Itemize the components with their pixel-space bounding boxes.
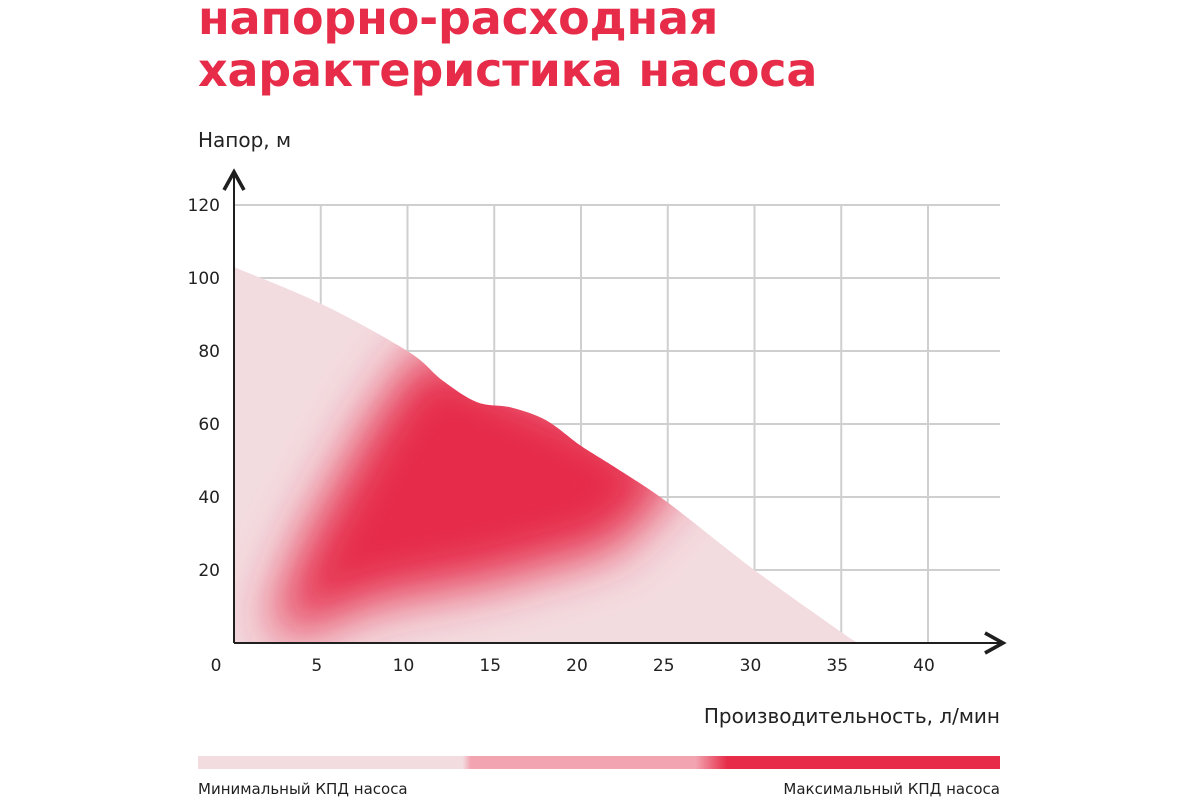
x-tick-label-40: 40 xyxy=(913,656,935,676)
y-tick-label-120: 120 xyxy=(188,196,220,216)
origin-label: 0 xyxy=(211,656,222,676)
x-tick-label-20: 20 xyxy=(566,656,588,676)
efficiency-legend-bar xyxy=(198,756,1000,769)
x-tick-label-35: 35 xyxy=(826,656,848,676)
axes xyxy=(222,168,1007,655)
legend-min-efficiency-label: Минимальный КПД насоса xyxy=(198,780,408,798)
x-tick-label-5: 5 xyxy=(311,656,322,676)
chart-title-line1: напорно-расходная xyxy=(198,0,719,45)
x-tick-label-30: 30 xyxy=(740,656,762,676)
y-tick-label-60: 60 xyxy=(198,415,220,435)
efficiency-area xyxy=(234,267,859,643)
x-tick-label-15: 15 xyxy=(479,656,501,676)
y-axis-title: Напор, м xyxy=(198,128,291,152)
y-tick-label-40: 40 xyxy=(198,488,220,508)
x-axis-title: Производительность, л/мин xyxy=(704,704,1000,728)
grid-lines xyxy=(234,204,1000,643)
chart-title: напорно-расходная характеристика насоса xyxy=(198,0,817,96)
tick-labels: 20 40 60 80 100 120 5 10 15 20 25 30 35 40 0 xyxy=(188,196,935,676)
x-tick-label-25: 25 xyxy=(653,656,675,676)
y-tick-label-100: 100 xyxy=(188,269,220,289)
y-tick-label-80: 80 xyxy=(198,342,220,362)
chart-title-line2: характеристика насоса xyxy=(198,43,818,97)
y-tick-label-20: 20 xyxy=(198,561,220,581)
x-tick-label-10: 10 xyxy=(393,656,415,676)
legend-max-efficiency-label: Максимальный КПД насоса xyxy=(783,780,1000,798)
